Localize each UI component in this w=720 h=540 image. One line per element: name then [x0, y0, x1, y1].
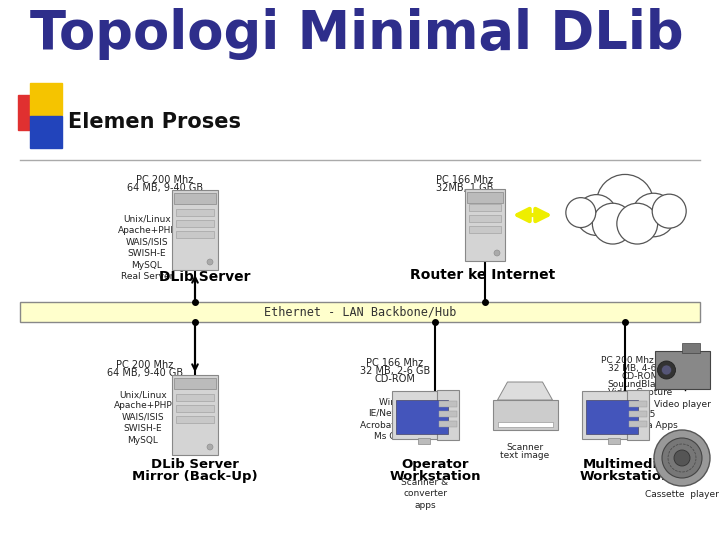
Bar	[629, 411, 647, 417]
Text: Win 95
IE/Netscape
Acrobat Reader
Ms Office: Win 95 IE/Netscape Acrobat Reader Ms Off…	[360, 398, 430, 441]
Circle shape	[662, 365, 672, 375]
Text: PC 166 Mhz: PC 166 Mhz	[366, 358, 423, 368]
Text: Ethernet - LAN Backbone/Hub: Ethernet - LAN Backbone/Hub	[264, 306, 456, 319]
Bar	[176, 416, 214, 423]
Bar	[469, 226, 501, 233]
Bar	[439, 421, 457, 427]
Circle shape	[652, 194, 686, 228]
Text: 64 MB, 9-40 GB: 64 MB, 9-40 GB	[127, 183, 203, 193]
Bar	[627, 390, 649, 440]
Text: Multimedia: Multimedia	[583, 458, 667, 471]
Bar	[654, 351, 709, 389]
Bar	[172, 375, 218, 455]
Circle shape	[617, 203, 657, 244]
Circle shape	[654, 430, 710, 486]
Text: Operator: Operator	[401, 458, 469, 471]
Circle shape	[632, 193, 675, 237]
Text: PC 200 Mhz MMX: PC 200 Mhz MMX	[601, 356, 679, 365]
Bar	[396, 400, 448, 434]
Bar	[682, 343, 701, 353]
Circle shape	[674, 450, 690, 466]
Bar	[469, 204, 501, 211]
Bar	[469, 215, 501, 222]
Bar	[30, 116, 62, 148]
Text: 32MB, 1 GB: 32MB, 1 GB	[436, 183, 494, 193]
Text: CD-ROM: CD-ROM	[621, 372, 659, 381]
Text: Workstation: Workstation	[390, 470, 481, 483]
Text: INTRANET: INTRANET	[597, 213, 663, 226]
Bar	[174, 378, 216, 389]
Bar	[176, 405, 214, 412]
Circle shape	[207, 444, 213, 450]
Circle shape	[662, 438, 702, 478]
Text: PC 200 Mhz: PC 200 Mhz	[117, 360, 174, 370]
Bar	[608, 438, 620, 444]
Text: PC 166 Mhz: PC 166 Mhz	[436, 175, 494, 185]
Bar	[418, 438, 430, 444]
Text: text image: text image	[500, 451, 549, 460]
Circle shape	[596, 174, 654, 232]
Text: Workstation: Workstation	[580, 470, 671, 483]
Bar	[465, 189, 505, 261]
Bar	[176, 231, 214, 238]
Bar	[439, 401, 457, 407]
Circle shape	[593, 203, 633, 244]
Text: 32 MB, 2-6 GB: 32 MB, 2-6 GB	[360, 366, 430, 376]
Text: Unix/Linux
Apache+PHP
WAIS/ISIS
SWISH-E
MySQL
Real Server: Unix/Linux Apache+PHP WAIS/ISIS SWISH-E …	[117, 215, 176, 281]
Text: SouundBlaster: SouundBlaster	[607, 380, 673, 389]
Text: 64 MB, 9-40 GB: 64 MB, 9-40 GB	[107, 368, 183, 378]
Bar	[467, 192, 503, 203]
Bar	[498, 422, 552, 427]
Text: CD-ROM: CD-ROM	[374, 374, 415, 384]
Bar	[582, 391, 642, 439]
Text: DLib Server: DLib Server	[151, 458, 239, 471]
Bar	[492, 400, 557, 430]
Circle shape	[494, 250, 500, 256]
Bar	[586, 400, 638, 434]
Circle shape	[657, 361, 675, 379]
Bar	[176, 394, 214, 401]
Text: Mirror (Back-Up): Mirror (Back-Up)	[132, 470, 258, 483]
Bar	[629, 421, 647, 427]
Circle shape	[207, 259, 213, 265]
Text: Topologi Minimal DLib: Topologi Minimal DLib	[30, 8, 683, 60]
Text: Video player: Video player	[654, 400, 711, 409]
Text: Win 95
Multimedia Apps: Win 95 Multimedia Apps	[602, 410, 678, 430]
Text: Elemen Proses: Elemen Proses	[68, 112, 241, 132]
Bar	[629, 401, 647, 407]
Bar	[20, 302, 700, 322]
Bar	[174, 193, 216, 204]
Bar	[172, 190, 218, 270]
Circle shape	[566, 198, 595, 227]
Text: Scanner: Scanner	[506, 443, 544, 452]
Bar	[176, 209, 214, 216]
Circle shape	[576, 194, 617, 235]
Text: Unix/Linux
Apache+PHP
WAIS/ISIS
SWISH-E
MySQL: Unix/Linux Apache+PHP WAIS/ISIS SWISH-E …	[114, 390, 172, 445]
Text: Scanner &
converter
apps: Scanner & converter apps	[402, 478, 449, 510]
Text: Video Capture: Video Capture	[608, 388, 672, 397]
Bar	[18, 95, 46, 130]
Bar	[437, 390, 459, 440]
Bar	[439, 411, 457, 417]
Bar	[30, 83, 62, 115]
Bar	[392, 391, 452, 439]
Polygon shape	[498, 382, 552, 400]
Bar	[176, 220, 214, 227]
Text: Router ke Internet: Router ke Internet	[410, 268, 555, 282]
Text: 32 MB, 4-6 GB: 32 MB, 4-6 GB	[608, 364, 672, 373]
Text: DLib Server: DLib Server	[159, 270, 251, 284]
Text: INTERNET/: INTERNET/	[595, 199, 665, 212]
Text: PC 200 Mhz: PC 200 Mhz	[136, 175, 194, 185]
Text: Cassette  player: Cassette player	[645, 490, 719, 499]
